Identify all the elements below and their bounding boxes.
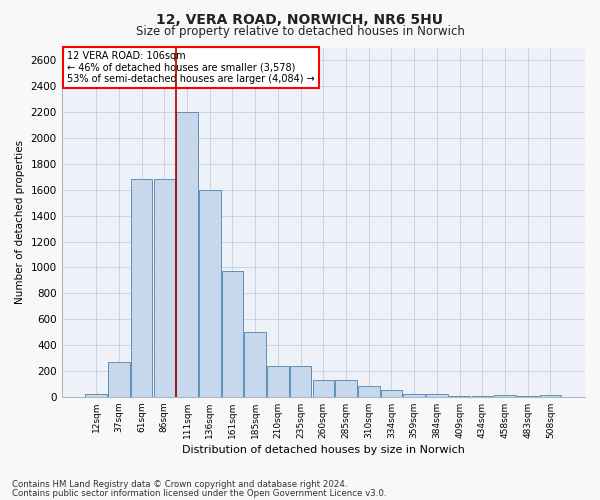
Bar — [267, 366, 289, 397]
Bar — [380, 390, 402, 397]
Text: Contains HM Land Registry data © Crown copyright and database right 2024.: Contains HM Land Registry data © Crown c… — [12, 480, 347, 489]
Bar — [222, 270, 243, 397]
Text: 12 VERA ROAD: 106sqm
← 46% of detached houses are smaller (3,578)
53% of semi-de: 12 VERA ROAD: 106sqm ← 46% of detached h… — [67, 51, 314, 84]
Bar — [426, 394, 448, 397]
Bar — [108, 362, 130, 397]
Bar — [472, 396, 493, 397]
Bar — [290, 366, 311, 397]
Bar — [403, 394, 425, 397]
Bar — [131, 180, 152, 397]
Text: Contains public sector information licensed under the Open Government Licence v3: Contains public sector information licen… — [12, 488, 386, 498]
Bar — [199, 190, 221, 397]
Bar — [154, 180, 175, 397]
Bar — [85, 394, 107, 397]
Bar — [313, 380, 334, 397]
Bar — [176, 112, 198, 397]
Text: Size of property relative to detached houses in Norwich: Size of property relative to detached ho… — [136, 25, 464, 38]
Y-axis label: Number of detached properties: Number of detached properties — [15, 140, 25, 304]
Bar — [358, 386, 380, 397]
Bar — [335, 380, 357, 397]
Bar — [244, 332, 266, 397]
Bar — [539, 395, 561, 397]
Bar — [517, 396, 539, 397]
Bar — [494, 395, 516, 397]
Text: 12, VERA ROAD, NORWICH, NR6 5HU: 12, VERA ROAD, NORWICH, NR6 5HU — [157, 12, 443, 26]
Bar — [449, 396, 470, 397]
X-axis label: Distribution of detached houses by size in Norwich: Distribution of detached houses by size … — [182, 445, 465, 455]
